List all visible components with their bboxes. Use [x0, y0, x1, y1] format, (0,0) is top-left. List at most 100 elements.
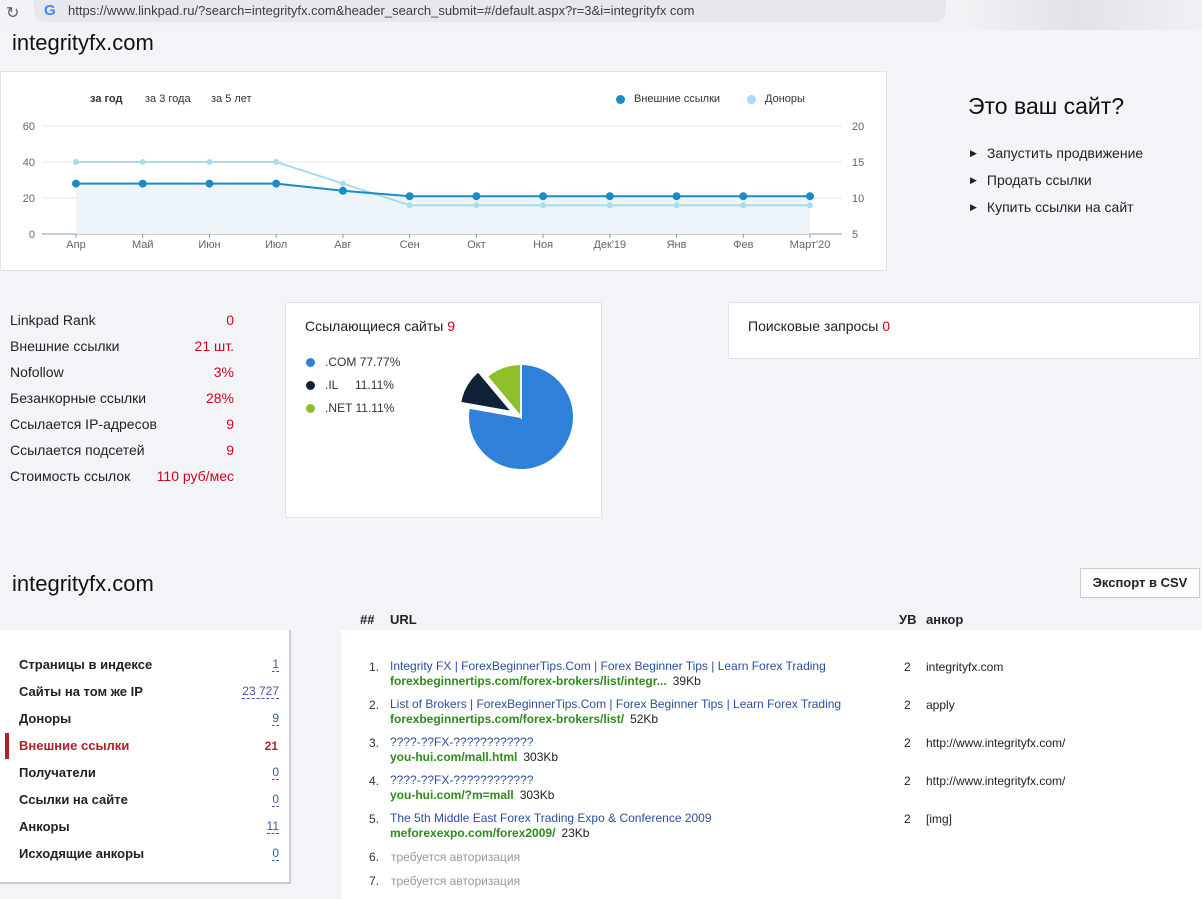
stat-label-nofollow: Nofollow	[10, 364, 64, 380]
sidebar-count-anchors[interactable]: 11	[266, 819, 279, 834]
search-queries-count: 0	[882, 318, 891, 334]
row-page-title-link[interactable]: The 5th Middle East Forex Trading Expo &…	[390, 811, 712, 825]
sidebar-count-outgoing-anchors[interactable]: 0	[272, 846, 279, 861]
sidebar-item-anchors[interactable]: Анкоры	[19, 819, 70, 834]
row-page-title-link[interactable]: ????-??FX-????????????	[390, 735, 534, 749]
promo-link-start-promotion[interactable]: ▶ Запустить продвижение	[970, 145, 1143, 161]
history-chart-card	[0, 71, 887, 271]
legend-label-external-links[interactable]: Внешние ссылки	[634, 93, 721, 105]
row-page-size: 52Kb	[630, 712, 659, 726]
active-item-indicator	[5, 733, 9, 759]
stat-label-linkpad-rank: Linkpad Rank	[10, 312, 96, 328]
x-tick-label: Дек'19	[593, 239, 626, 251]
x-tick-label: Ноя	[533, 239, 553, 251]
point-external-links	[472, 192, 481, 201]
series-line-donors	[76, 161, 810, 207]
tab-period-year[interactable]: за год	[90, 93, 123, 105]
point-external-links	[72, 179, 80, 188]
y-tick-left: 40	[23, 157, 35, 169]
sidebar-item-recipients[interactable]: Получатели	[19, 765, 96, 780]
row-uv: 2	[904, 698, 911, 712]
stat-label-subnets: Ссылается подсетей	[10, 442, 145, 458]
sidebar-item-donors[interactable]: Доноры	[19, 711, 72, 726]
stat-label-anchorless-links: Безанкорные ссылки	[10, 390, 147, 406]
column-header-url[interactable]: URL	[390, 612, 417, 627]
legend-marker-donors	[747, 95, 756, 104]
x-tick-label: Май	[132, 239, 154, 251]
row-anchor: http://www.integrityfx.com/	[926, 736, 1066, 750]
pie-legend-il-pct: 11.11%	[355, 378, 394, 392]
point-external-links	[205, 179, 214, 188]
stat-label-link-cost: Стоимость ссылок	[10, 468, 131, 484]
stat-value-ip-addresses: 9	[226, 416, 234, 432]
sidebar-count-indexed-pages[interactable]: 1	[272, 657, 279, 672]
sidebar-item-external-links[interactable]: Внешние ссылки	[19, 738, 130, 753]
sidebar-count-donors[interactable]: 9	[272, 711, 279, 726]
row-page-title-link[interactable]: List of Brokers | ForexBeginnerTips.Com …	[390, 697, 842, 711]
row-uv: 2	[904, 736, 911, 750]
column-header-anchor[interactable]: анкор	[926, 612, 964, 627]
point-donors	[540, 202, 547, 209]
promo-link-label: Купить ссылки на сайт	[986, 199, 1134, 215]
export-csv-button[interactable]: Экспорт в CSV	[1080, 568, 1200, 598]
point-external-links	[405, 192, 414, 201]
row-domain-link[interactable]: you-hui.com/?m=mall	[390, 788, 514, 802]
column-header-uv[interactable]: УВ	[899, 612, 917, 627]
row-number: 6.	[368, 850, 379, 864]
site-title-secondary: integrityfx.com	[12, 571, 154, 596]
sidebar-item-same-ip-sites[interactable]: Сайты на том же IP	[19, 684, 143, 699]
x-tick-label: Сен	[400, 239, 420, 251]
column-header-number: ##	[360, 612, 375, 627]
row-anchor: integrityfx.com	[926, 660, 1004, 674]
row-number: 7.	[368, 874, 379, 888]
y-tick-right: 15	[852, 157, 864, 169]
y-tick-right: 10	[852, 193, 864, 205]
sidebar-count-same-ip-sites[interactable]: 23 727	[242, 684, 279, 699]
row-domain-link[interactable]: forexbeginnertips.com/forex-brokers/list…	[390, 674, 667, 688]
report-sidebar	[0, 630, 291, 884]
pie-legend-il-label: .IL	[325, 378, 339, 392]
x-tick-label: Янв	[667, 239, 687, 251]
tab-period-5-years[interactable]: за 5 лет	[211, 93, 252, 105]
sidebar-count-recipients[interactable]: 0	[272, 765, 279, 780]
row-domain: you-hui.com/mall.html 303Kb	[390, 750, 558, 764]
promo-link-label: Продать ссылки	[986, 172, 1092, 188]
sidebar-item-indexed-pages[interactable]: Страницы в индексе	[19, 657, 153, 672]
pie-legend-com: .COM 77.77%	[325, 355, 400, 369]
address-bar[interactable]	[34, 0, 946, 22]
sidebar-count-external-links[interactable]: 21	[264, 739, 278, 753]
y-tick-left: 0	[29, 229, 35, 241]
legend-label-donors[interactable]: Доноры	[765, 93, 805, 105]
stat-label-external-links: Внешние ссылки	[10, 338, 120, 354]
sidebar-item-outgoing-anchors[interactable]: Исходящие анкоры	[19, 846, 145, 861]
point-external-links	[138, 179, 147, 188]
row-page-title-link[interactable]: Integrity FX | ForexBeginnerTips.Com | F…	[390, 659, 826, 673]
x-tick-label: Июл	[265, 239, 287, 251]
stat-value-nofollow: 3%	[213, 364, 234, 380]
row-auth-required: требуется авторизация	[391, 850, 521, 864]
x-tick-label: Апр	[66, 239, 85, 251]
sidebar-item-site-links[interactable]: Ссылки на сайте	[19, 792, 128, 807]
tab-period-3-years[interactable]: за 3 года	[145, 93, 191, 105]
reload-icon[interactable]: ↻	[6, 3, 20, 22]
row-domain-link[interactable]: you-hui.com/mall.html	[390, 750, 518, 764]
row-domain-link[interactable]: meforexexpo.com/forex2009/	[390, 826, 556, 840]
url-text[interactable]: https://www.linkpad.ru/?search=integrity…	[68, 3, 695, 18]
pie-legend-dot-net	[306, 404, 315, 413]
row-page-title-link[interactable]: ????-??FX-????????????	[390, 773, 534, 787]
promo-link-sell-links[interactable]: ▶ Продать ссылки	[970, 172, 1092, 188]
pie-legend-net: .NET 11.11%	[325, 401, 394, 415]
stat-value-link-cost: 110 руб/мес	[156, 468, 234, 484]
pie-legend-net-pct: 11.11%	[355, 401, 395, 415]
row-uv: 2	[904, 774, 911, 788]
promo-link-buy-links[interactable]: ▶ Купить ссылки на сайт	[970, 199, 1134, 215]
pie-slice-il	[458, 369, 515, 414]
sidebar-count-site-links[interactable]: 0	[272, 792, 279, 807]
site-title: integrityfx.com	[12, 30, 154, 55]
point-external-links	[539, 192, 548, 201]
row-domain-link[interactable]: forexbeginnertips.com/forex-brokers/list…	[390, 712, 625, 726]
y-tick-right: 20	[852, 121, 864, 133]
row-anchor: [img]	[926, 812, 953, 826]
browser-extensions-area	[950, 0, 1202, 30]
search-queries-label: Поисковые запросы	[748, 318, 879, 334]
